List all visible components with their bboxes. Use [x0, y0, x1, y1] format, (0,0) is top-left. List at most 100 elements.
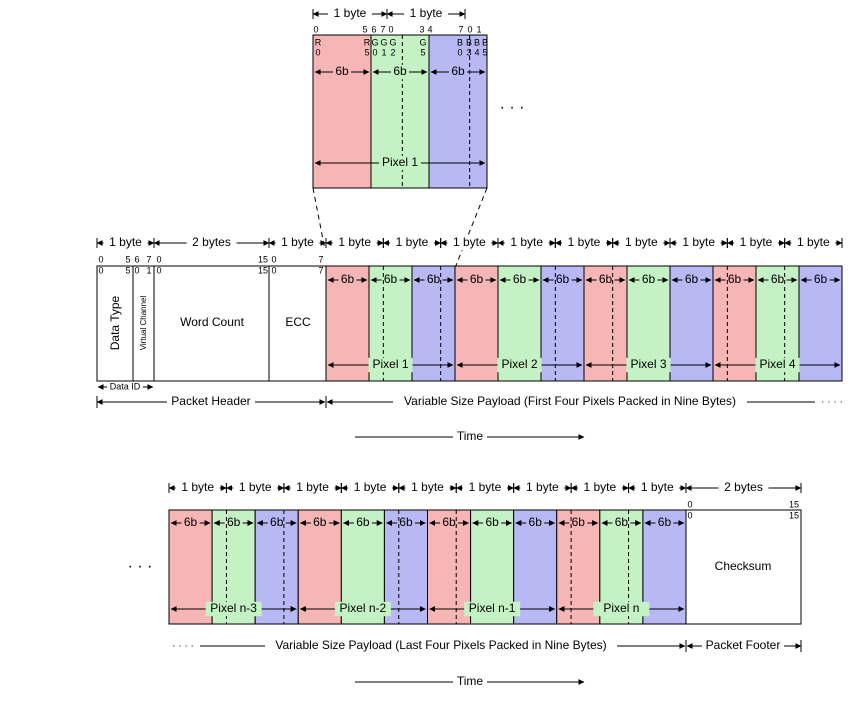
detail-ellipsis: · · · [500, 99, 525, 116]
payload-last-byte-4-label: 1 byte [411, 480, 444, 494]
detail-bit-index-1: 5 [364, 47, 369, 57]
detail-byte-2-label-bg [404, 6, 448, 22]
payload-first-byte-8-label: 1 byte [797, 235, 830, 249]
pixel-last-label-2-bg [464, 601, 521, 617]
payload-last-byte-2-label: 1 byte [296, 480, 329, 494]
payload-last-label: Variable Size Payload (Last Four Pixels … [275, 638, 606, 652]
payload-first-6b-label-8: 6b [685, 272, 699, 286]
pixel-first-label-2-bg [626, 357, 671, 373]
header-bit-num-top-1: 5 [125, 254, 130, 264]
detail-byte-1-label: 1 byte [334, 6, 367, 20]
footer-bit-num-top-right: 15 [789, 499, 799, 509]
payload-last-byte-0-label-bg [175, 480, 220, 496]
packet-footer-label: Packet Footer [706, 638, 781, 652]
detail-bit-num-6: 4 [427, 24, 432, 34]
payload-first-byte-1-label-bg [390, 235, 434, 251]
payload-last-label-bg [265, 638, 617, 654]
detail-bit-num-5: 3 [419, 24, 424, 34]
header-bit-num-top-0: 0 [98, 254, 103, 264]
payload-last-byte-8-label: 1 byte [641, 480, 674, 494]
zoom-line-right [454, 187, 488, 269]
header-byte-dataid-label: 1 byte [109, 235, 142, 249]
payload-last-byte-0-label: 1 byte [181, 480, 214, 494]
payload-first-6b-label-11-bg [811, 272, 830, 288]
payload-last-byte-2-label-bg [290, 480, 335, 496]
detail-bit-letter-7: B [466, 37, 472, 47]
payload-last-byte-7-label: 1 byte [583, 480, 616, 494]
payload-first-byte-4-label: 1 byte [568, 235, 601, 249]
payload-last-6b-label-10: 6b [615, 515, 629, 529]
header-bit-num-top-2: 6 [134, 254, 139, 264]
payload-first-label-bg [393, 394, 747, 410]
pixel-last-label-2: Pixel n-1 [469, 601, 516, 615]
detail-bit-num-0: 0 [313, 24, 318, 34]
detail-bit-index-8: 4 [474, 47, 479, 57]
payload-last-byte-6-label: 1 byte [526, 480, 559, 494]
payload-first-byte-0-label: 1 byte [338, 235, 371, 249]
header-bit-num-top-7: 7 [318, 254, 323, 264]
payload-first-6b-label-11: 6b [814, 272, 828, 286]
detail-byte-2-label: 1 byte [410, 6, 443, 20]
payload-last-byte-3-label: 1 byte [354, 480, 387, 494]
time-label-1-bg [453, 429, 487, 445]
payload-last-6b-label-3: 6b [313, 515, 327, 529]
header-byte-ecc-label-bg [275, 235, 320, 251]
pixel-last-label-3-bg [593, 601, 650, 617]
pixel-last-label-0-bg [205, 601, 262, 617]
detail-bit-num-7: 7 [458, 24, 463, 34]
detail-bit-num-2: 6 [371, 24, 376, 34]
detail-bit-index-0: 0 [315, 47, 320, 57]
header-bit-num-top-5: 15 [258, 254, 268, 264]
payload-first-6b-label-5: 6b [556, 272, 570, 286]
detail-6b-label-1-bg [391, 64, 409, 80]
payload-first-6b-label-0: 6b [341, 272, 355, 286]
payload-last-6b-label-3-bg [310, 515, 329, 531]
detail-bit-index-7: 3 [466, 47, 471, 57]
payload-first-6b-label-4: 6b [513, 272, 527, 286]
header-bit-num-bottom-7: 7 [318, 265, 323, 275]
data-type-label: Data Type [108, 295, 122, 350]
time-label-1: Time [457, 429, 484, 443]
payload-last-byte-5-label: 1 byte [469, 480, 502, 494]
header-bit-num-bottom-4: 0 [156, 265, 161, 275]
ecc-label: ECC [285, 315, 311, 329]
detail-6b-label-1: 6b [393, 64, 407, 78]
header-byte-ecc-label: 1 byte [281, 235, 314, 249]
data-type-field [96, 265, 134, 382]
header-bytes-wordcount-label: 2 bytes [192, 235, 231, 249]
payload-last-6b-label-1: 6b [227, 515, 241, 529]
detail-bit-index-6: 0 [457, 47, 462, 57]
payload-last-6b-label-9-bg [569, 515, 588, 531]
detail-bit-letter-6: B [457, 37, 463, 47]
pixel-last-label-0: Pixel n-3 [210, 601, 257, 615]
detail-bit-num-9: 1 [476, 24, 481, 34]
packet-footer-label-bg [702, 638, 784, 654]
detail-bit-num-3: 7 [380, 24, 385, 34]
pixel-first-label-1: Pixel 2 [501, 357, 537, 371]
payload-first-byte-5-label-bg [619, 235, 664, 251]
header-bit-num-bottom-2: 0 [134, 265, 139, 275]
detail-blue-block [428, 34, 488, 189]
detail-pixel-label-bg [379, 155, 421, 171]
payload-first-byte-3-label-bg [504, 235, 549, 251]
payload-last-6b-label-9: 6b [572, 515, 586, 529]
pixel-first-label-0-bg [368, 357, 413, 373]
header-bit-num-bottom-6: 0 [271, 265, 276, 275]
detail-bit-index-9: 5 [482, 47, 487, 57]
payload-last-6b-label-2-bg [267, 515, 286, 531]
payload-first-label: Variable Size Payload (First Four Pixels… [404, 394, 736, 408]
pixel-first-label-1-bg [497, 357, 542, 373]
payload-last-6b-label-2: 6b [270, 515, 284, 529]
payload-first-byte-4-label-bg [562, 235, 606, 251]
payload-last-6b-label-4: 6b [356, 515, 370, 529]
payload-last-6b-label-8-bg [526, 515, 545, 531]
header-bit-num-top-3: 7 [146, 254, 151, 264]
pixel-first-label-0: Pixel 1 [372, 357, 408, 371]
detail-byte-1-label-bg [328, 6, 372, 22]
detail-bit-index-5: 5 [420, 47, 425, 57]
payload-last-6b-label-8: 6b [529, 515, 543, 529]
detail-6b-label-2-bg [449, 64, 467, 80]
packet-header-label: Packet Header [171, 394, 250, 408]
payload-first-6b-label-6: 6b [599, 272, 613, 286]
payload-last-byte-6-label-bg [520, 480, 565, 496]
